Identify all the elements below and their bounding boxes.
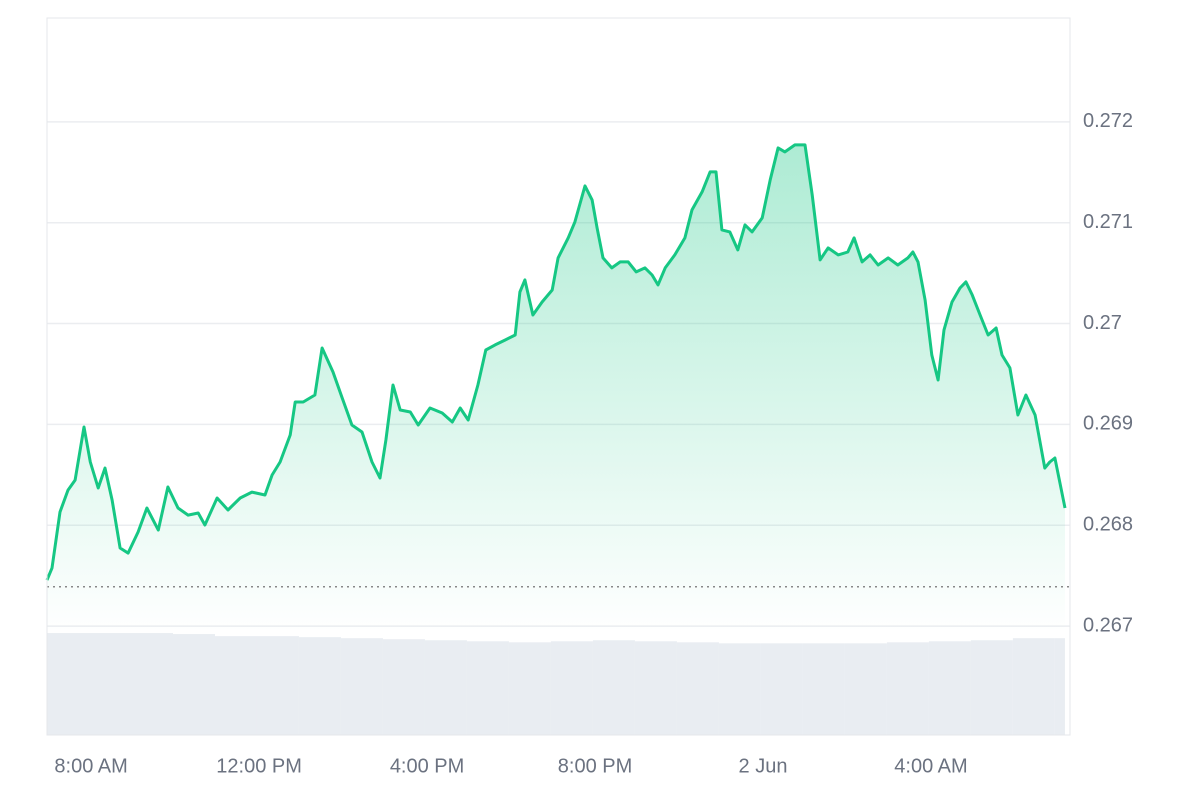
volume-bar: [1012, 638, 1055, 735]
area: [47, 144, 1065, 632]
y-tick-label: 0.267: [1083, 614, 1133, 636]
price-line: [45, 143, 1067, 581]
volume-bar: [802, 643, 845, 735]
volume-bar: [424, 640, 467, 735]
y-tick-label: 0.271: [1083, 211, 1133, 233]
plot: [45, 143, 1070, 632]
volume-bar: [1054, 638, 1065, 735]
volume-bar: [340, 638, 383, 735]
volume-bar: [928, 641, 971, 735]
volume-bar: [844, 643, 887, 735]
y-tick-label: 0.269: [1083, 413, 1133, 435]
plot-frame: [46, 17, 1071, 736]
volume-bar: [47, 633, 89, 735]
volume-bar: [298, 637, 341, 735]
y-tick-label: 0.27: [1083, 312, 1122, 334]
volume-bar: [382, 639, 425, 735]
x-tick-label: 2 Jun: [739, 755, 788, 777]
volume-bar: [214, 636, 257, 735]
volume-bar: [592, 640, 635, 735]
volume-bar: [760, 643, 803, 735]
x-tick-label: 4:00 AM: [894, 755, 967, 777]
volume-bar: [718, 643, 761, 735]
x-tick-label: 8:00 PM: [558, 755, 632, 777]
y-tick-label: 0.272: [1083, 110, 1133, 132]
volume-bar: [886, 642, 929, 735]
x-tick-label: 8:00 AM: [54, 755, 127, 777]
volume-bar: [970, 640, 1013, 735]
volume-bar: [550, 641, 593, 735]
volume-bar: [88, 633, 131, 735]
volume-bar: [634, 641, 677, 735]
volume-bar: [676, 642, 719, 735]
x-tick-label: 12:00 PM: [216, 755, 302, 777]
volume-bar: [466, 641, 509, 735]
volume-bar: [256, 636, 299, 735]
x-tick-label: 4:00 PM: [390, 755, 464, 777]
volume-bar: [172, 634, 215, 735]
volume-bar: [508, 642, 551, 735]
volume: [47, 633, 1065, 735]
volume-bar: [130, 633, 173, 735]
y-tick-label: 0.268: [1083, 514, 1133, 536]
